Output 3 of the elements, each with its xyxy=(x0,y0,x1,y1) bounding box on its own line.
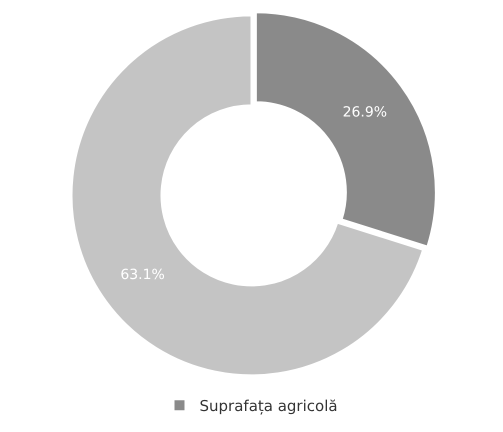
data-label: 26.9% xyxy=(342,104,388,120)
data-label: 63.1% xyxy=(120,267,165,284)
legend-label: Suprafața agricolă xyxy=(200,397,338,416)
